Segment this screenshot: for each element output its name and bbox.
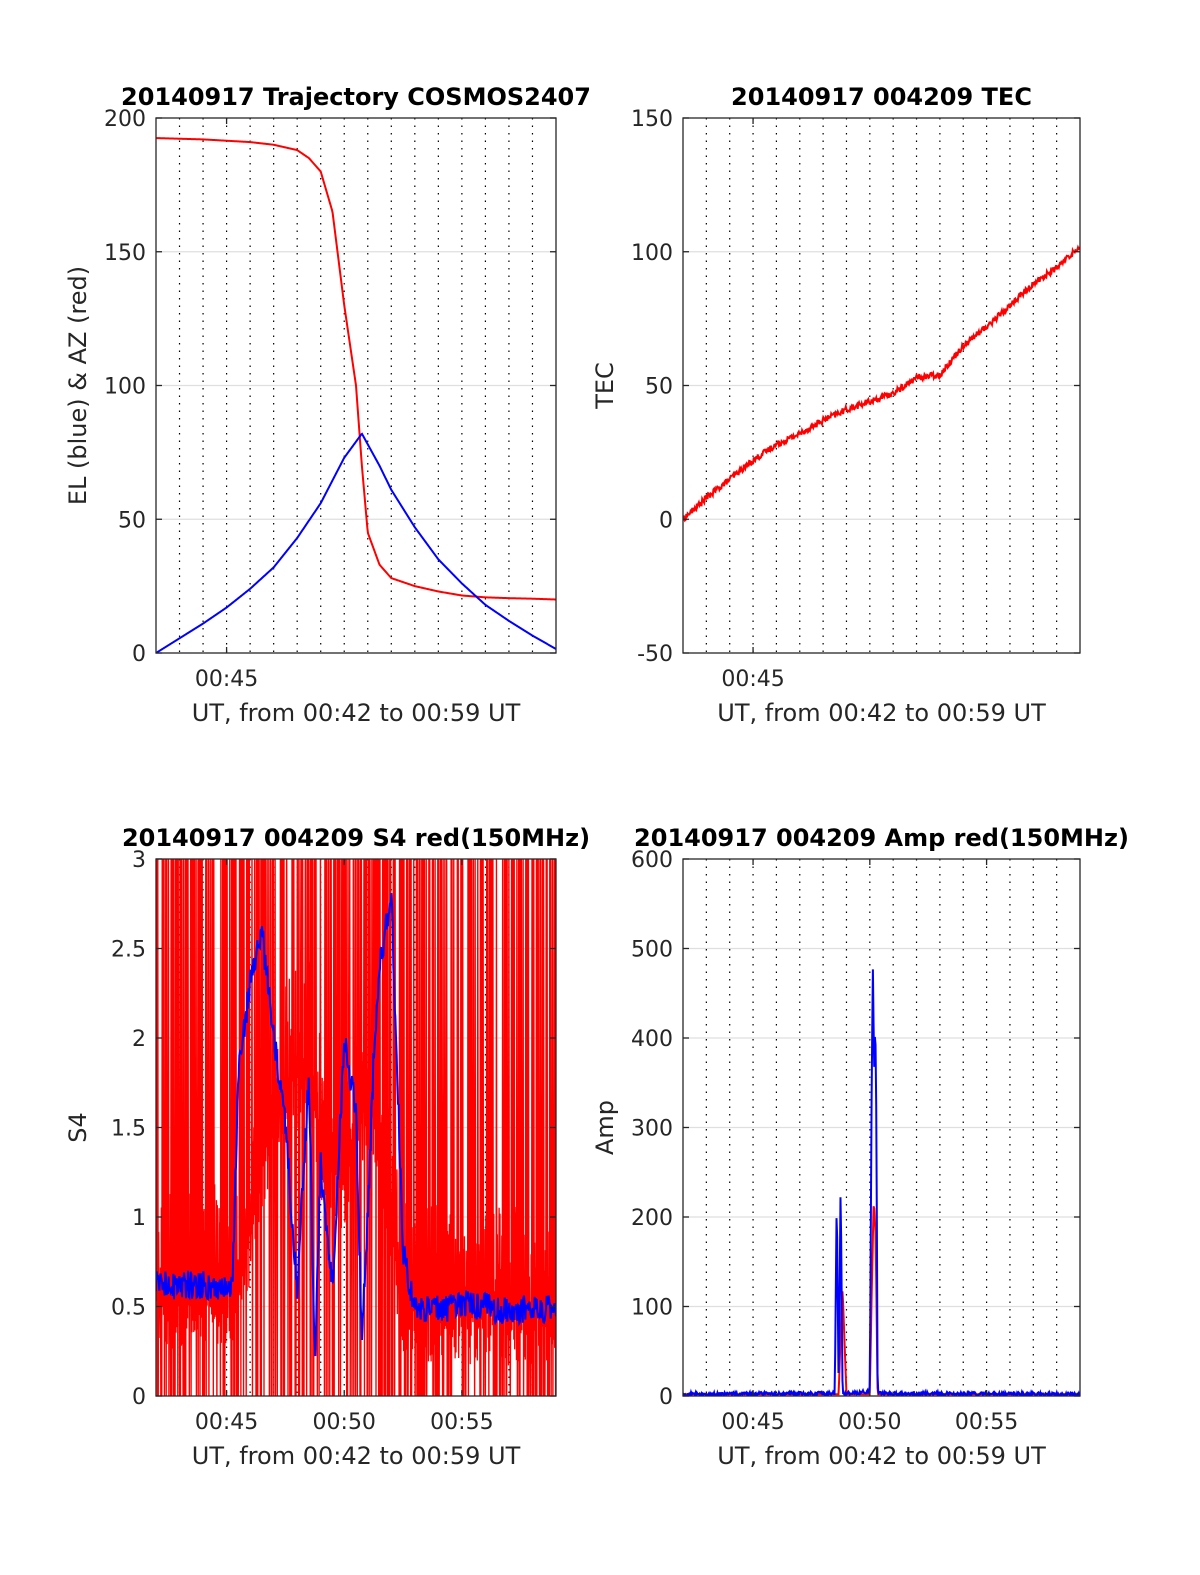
tec-xlabel: UT, from 00:42 to 00:59 UT: [717, 699, 1046, 727]
trajectory-panel: 0 50 100 150 200 00:45 20140917 Trajectory COS…: [64, 83, 591, 727]
amp-ytick-label: 500: [631, 938, 673, 963]
amp-xtick-label: 00:50: [838, 1410, 901, 1435]
amp-panel: 0 100 200 300 400 500 600 00:45 00:50 00:55 201409…: [591, 824, 1129, 1470]
tec-ytick-label: -50: [637, 642, 673, 667]
trajectory-ytick-label: 200: [104, 107, 146, 132]
s4-xtick-label: 00:50: [313, 1410, 376, 1435]
trajectory-ylabel: EL (blue) & AZ (red): [64, 266, 92, 505]
trajectory-series-blue: [156, 432, 556, 653]
s4-ytick-label: 2: [132, 1027, 146, 1052]
s4-xtick-label: 00:45: [195, 1410, 258, 1435]
amp-xlabel: UT, from 00:42 to 00:59 UT: [717, 1442, 1046, 1470]
tec-series-red: [683, 244, 1080, 523]
trajectory-ytick-label: 0: [132, 642, 146, 667]
amp-series-blue: [683, 969, 1080, 1396]
amp-ytick-label: 100: [631, 1296, 673, 1321]
s4-series-blue: [156, 892, 556, 1357]
trajectory-series-red: [156, 137, 556, 601]
s4-xtick-label: 00:55: [430, 1410, 493, 1435]
s4-ytick-label: 3: [132, 848, 146, 873]
tec-ytick-label: 50: [645, 375, 673, 400]
amp-title: 20140917 004209 Amp red(150MHz): [634, 824, 1129, 852]
tec-ytick-label: 100: [631, 241, 673, 266]
s4-panel: 0 0.5 1 1.5 2 2.5 3 00:45 00:50 00:55 20140917 004…: [64, 824, 590, 1470]
s4-ytick-label: 2.5: [111, 938, 146, 963]
trajectory-title: 20140917 Trajectory COSMOS2407: [121, 83, 591, 111]
s4-ytick-label: 0: [132, 1385, 146, 1410]
amp-ylabel: Amp: [591, 1100, 619, 1155]
s4-ytick-label: 0.5: [111, 1296, 146, 1321]
amp-ytick-label: 300: [631, 1117, 673, 1142]
amp-xtick-label: 00:55: [955, 1410, 1018, 1435]
tec-ytick-label: 150: [631, 107, 673, 132]
amp-ytick-label: 0: [659, 1385, 673, 1410]
tec-xtick-label: 00:45: [721, 667, 784, 692]
amp-xtick-label: 00:45: [721, 1410, 784, 1435]
trajectory-ytick-label: 100: [104, 375, 146, 400]
amp-ytick-label: 400: [631, 1027, 673, 1052]
s4-ytick-label: 1.5: [111, 1117, 146, 1142]
amp-ytick-label: 600: [631, 848, 673, 873]
tec-title: 20140917 004209 TEC: [731, 83, 1032, 111]
s4-ytick-label: 1: [132, 1206, 146, 1231]
tec-panel: -50 0 50 100 150 00:45 20140917 004209 TEC UT, …: [591, 83, 1081, 727]
trajectory-ytick-label: 50: [118, 508, 146, 533]
trajectory-ytick-label: 150: [104, 241, 146, 266]
amp-ytick-label: 200: [631, 1206, 673, 1231]
tec-ylabel: TEC: [591, 362, 619, 410]
trajectory-xtick-label: 00:45: [195, 667, 258, 692]
s4-title: 20140917 004209 S4 red(150MHz): [122, 824, 590, 852]
s4-ylabel: S4: [64, 1112, 92, 1143]
tec-ytick-label: 0: [659, 508, 673, 533]
trajectory-xlabel: UT, from 00:42 to 00:59 UT: [192, 699, 521, 727]
s4-xlabel: UT, from 00:42 to 00:59 UT: [192, 1442, 521, 1470]
